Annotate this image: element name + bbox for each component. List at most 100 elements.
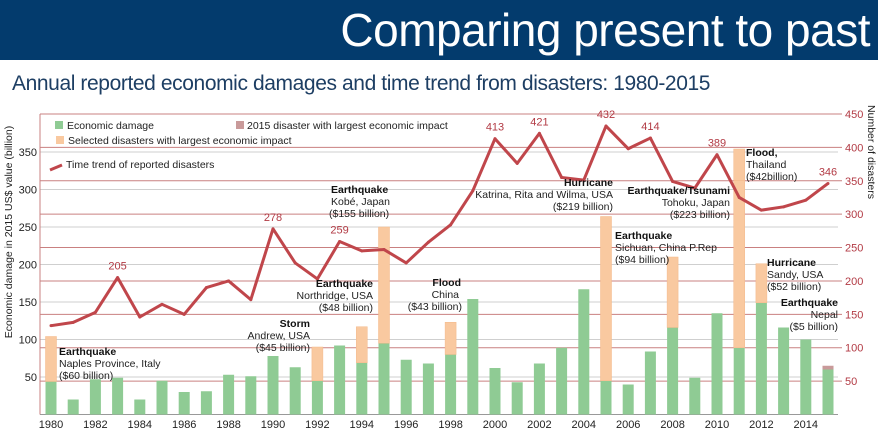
bar-economic-damage-1980	[45, 381, 57, 415]
annotation-place: Tohoku, Japan	[662, 197, 730, 209]
bar-economic-damage-1998	[445, 354, 457, 415]
trend-value-label: 389	[708, 138, 726, 150]
y-tick-label: 350	[19, 147, 37, 159]
annotation-type: Storm	[280, 318, 310, 330]
legend-label-economic-damage: Economic damage	[67, 120, 154, 132]
trend-point-2013	[782, 205, 786, 209]
trend-point-1990	[271, 227, 275, 231]
trend-point-1996	[404, 261, 408, 265]
trend-value-label: 205	[108, 261, 126, 273]
annotation-andrew: Storm Andrew, USA ($45 billion)	[248, 318, 310, 354]
annotation-katrina: Hurricane Katrina, Rita and Wilma, USA (…	[475, 177, 613, 213]
annotation-amount: ($42billion)	[746, 171, 797, 183]
trend-value-label: 259	[330, 225, 348, 237]
trend-point-1981	[71, 320, 75, 324]
bar-economic-damage-2013	[778, 327, 790, 415]
annotation-northridge: Earthquake Northridge, USA ($48 billion)	[297, 278, 374, 314]
bar-economic-damage-1996	[400, 359, 412, 415]
annotation-amount: ($219 billion)	[553, 201, 613, 213]
annotation-nepal: Earthquake Nepal ($5 billion)	[781, 297, 838, 333]
bar-economic-damage-1986	[178, 392, 190, 415]
bar-economic-damage-2004	[578, 289, 590, 415]
trend-point-1993	[338, 240, 342, 244]
bar-economic-damage-1981	[67, 399, 79, 415]
trend-point-2001	[515, 161, 519, 165]
bar-selected-disaster-2011	[733, 148, 745, 181]
annotation-amount: ($5 billion)	[790, 321, 838, 333]
y2-tick-label: 50	[845, 376, 857, 388]
bar-economic-damage-1997	[422, 363, 434, 415]
bar-selected-disaster-2005	[600, 216, 612, 381]
bar-selected-disaster-2011	[733, 180, 745, 348]
annotation-type: Earthquake/Tsunami	[628, 185, 731, 197]
y-tick-label: 150	[19, 297, 37, 309]
trend-point-2006	[626, 147, 630, 151]
trend-point-2009	[693, 186, 697, 190]
trend-value-label: 278	[264, 212, 282, 224]
annotation-amount: ($45 billion)	[256, 342, 310, 354]
bar-economic-damage-2011	[733, 347, 745, 415]
y-tick-label: 250	[19, 222, 37, 234]
y2-tick-label: 200	[845, 276, 863, 288]
trend-point-2000	[493, 137, 497, 141]
trend-point-1984	[138, 315, 142, 319]
x-tick-label: 2010	[705, 419, 729, 431]
x-tick-label: 1992	[305, 419, 329, 431]
y-tick-label: 50	[25, 372, 37, 384]
legend-label-2015: 2015 disaster with largest economic impa…	[247, 120, 448, 132]
bar-economic-damage-1990	[267, 356, 279, 415]
legend-swatch-economic-damage	[55, 121, 63, 129]
y2-tick-label: 400	[845, 142, 863, 154]
trend-value-label: 421	[530, 116, 548, 128]
bar-economic-damage-2012	[755, 302, 767, 415]
trend-point-1995	[382, 248, 386, 252]
bar-economic-damage-1995	[378, 343, 390, 415]
x-tick-label: 1986	[172, 419, 196, 431]
bar-economic-damage-1987	[200, 391, 212, 415]
trend-point-1997	[426, 240, 430, 244]
bar-economic-damage-2005	[600, 380, 612, 415]
trend-point-2003	[560, 175, 564, 179]
x-tick-label: 2006	[616, 419, 640, 431]
trend-point-2010	[715, 153, 719, 157]
y2-tick-label: 100	[845, 343, 863, 355]
bar-economic-damage-2014	[800, 339, 812, 415]
x-tick-label: 1988	[216, 419, 240, 431]
annotation-amount: ($48 billion)	[319, 302, 373, 314]
y-tick-label: 100	[19, 335, 37, 347]
annotation-place: China	[432, 289, 460, 301]
annotation-type: Hurricane	[767, 257, 816, 269]
bar-2015-highlight	[822, 365, 834, 370]
bar-economic-damage-1999	[467, 299, 479, 415]
trend-point-2004	[582, 178, 586, 182]
legend-label-trend: Time trend of reported disasters	[66, 159, 214, 171]
bar-economic-damage-1989	[245, 376, 257, 415]
annotation-sichuan: Earthquake Sichuan, China P.Rep ($94 bil…	[615, 230, 717, 266]
y2-tick-label: 350	[845, 176, 863, 188]
x-tick-label: 2002	[527, 419, 551, 431]
x-tick-label: 2012	[749, 419, 773, 431]
bar-economic-damage-1993	[334, 345, 346, 415]
annotation-amount: ($60 billion)	[59, 370, 113, 382]
bar-economic-damage-1983	[112, 377, 124, 415]
bar-economic-damage-2006	[622, 384, 634, 415]
x-tick-label: 1982	[83, 419, 107, 431]
trend-point-2014	[804, 198, 808, 202]
trend-point-1998	[449, 223, 453, 227]
x-tick-label: 2014	[794, 419, 818, 431]
legend-swatch-selected	[56, 136, 64, 144]
trend-point-2012	[759, 208, 763, 212]
y2-axis-title: Number of disasters	[865, 105, 877, 199]
annotation-place: Naples Province, Italy	[59, 358, 161, 370]
trend-point-2015	[826, 181, 830, 185]
annotation-type: Flood	[432, 277, 461, 289]
bar-economic-damage-1988	[223, 374, 235, 415]
x-tick-label: 1996	[394, 419, 418, 431]
bar-economic-damage-2015	[822, 369, 834, 415]
annotation-place: Northridge, USA	[297, 290, 373, 302]
trend-value-label: 413	[486, 122, 504, 134]
bar-economic-damage-1992	[311, 380, 323, 415]
legend-swatch-2015	[236, 121, 244, 129]
bar-selected-disaster-1994	[356, 326, 368, 363]
